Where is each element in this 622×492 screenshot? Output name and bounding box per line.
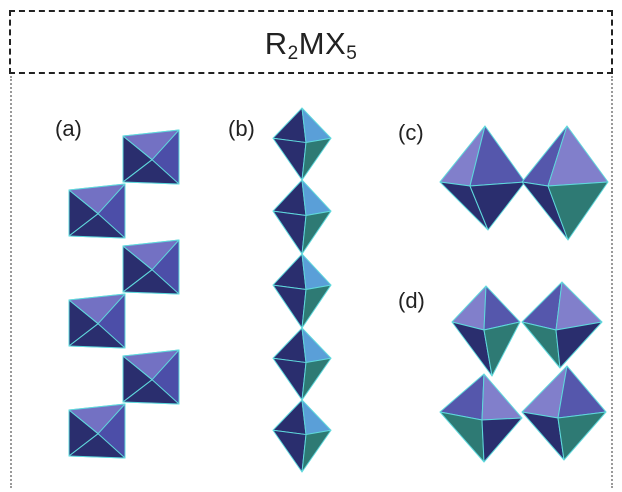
chain-a-face-bottom-3 — [122, 269, 180, 295]
chain-b-face-tl-1 — [272, 107, 307, 144]
chain-a-face-bottom-1 — [122, 159, 180, 185]
frame-left-border — [10, 76, 12, 488]
dimer-face-br-2 — [547, 181, 609, 241]
chain-b-face-br-3 — [301, 284, 332, 329]
chain-a-face-bottom-4 — [68, 323, 126, 349]
ring-face-tr-4 — [557, 365, 607, 419]
title-sub-2: 5 — [346, 43, 358, 64]
chain-b-face-bl-3 — [272, 284, 307, 329]
chain-a-face-top-1 — [122, 129, 180, 161]
ring-face-br-3 — [481, 417, 523, 463]
ring-face-tr-3 — [481, 373, 523, 421]
panel-label-c: (c) — [398, 120, 424, 145]
panel-label-a: (a) — [55, 116, 82, 141]
chain-a-face-top-2 — [68, 183, 126, 215]
chain-a-face-top-5 — [122, 349, 180, 381]
chain-a-face-top-4 — [68, 293, 126, 325]
chain-b-face-bl-5 — [272, 429, 307, 473]
chain-a-face-bottom-5 — [122, 379, 180, 405]
chain-b-face-tl-5 — [272, 399, 307, 436]
dimer-face-br-1 — [469, 181, 526, 231]
chain-b-face-bl-2 — [272, 210, 307, 255]
chain-a-face-bottom-6 — [68, 433, 126, 459]
title-sub-1: 2 — [287, 43, 299, 64]
chain-a-face-bottom-2 — [68, 213, 126, 239]
ring-face-br-2 — [555, 321, 603, 369]
chain-a-face-top-3 — [122, 239, 180, 271]
title-r: R — [264, 26, 288, 61]
chain-b-face-tl-4 — [272, 327, 307, 364]
dimer-face-tr-2 — [547, 125, 609, 187]
ring-face-br-4 — [557, 411, 607, 461]
ring-face-br-1 — [483, 321, 521, 377]
chain-b-face-br-5 — [301, 429, 332, 473]
figure-title: R2MX5 — [11, 26, 611, 65]
chain-a-face-top-6 — [68, 403, 126, 435]
chain-b-face-br-4 — [301, 357, 332, 401]
chain-b-face-br-1 — [301, 137, 332, 181]
chain-b-face-bl-4 — [272, 357, 307, 401]
ring-face-tl-2 — [521, 281, 563, 331]
panel-label-d: (d) — [398, 288, 425, 313]
chain-b-face-bl-1 — [272, 137, 307, 181]
panel-label-b: (b) — [228, 116, 255, 141]
chain-b-face-tr-1 — [301, 107, 332, 144]
chain-b-face-tr-2 — [301, 179, 332, 217]
title-mx: MX — [298, 26, 347, 61]
chain-b-face-tr-5 — [301, 399, 332, 436]
chain-b-face-br-2 — [301, 210, 332, 255]
chain-b-face-tl-2 — [272, 179, 307, 217]
chain-b-face-tr-3 — [301, 253, 332, 291]
frame-right-border — [611, 76, 613, 488]
title-box: R2MX5 — [9, 10, 613, 74]
chain-b-face-tl-3 — [272, 253, 307, 291]
ring-face-bl-3 — [439, 411, 485, 463]
chain-b-face-tr-4 — [301, 327, 332, 364]
